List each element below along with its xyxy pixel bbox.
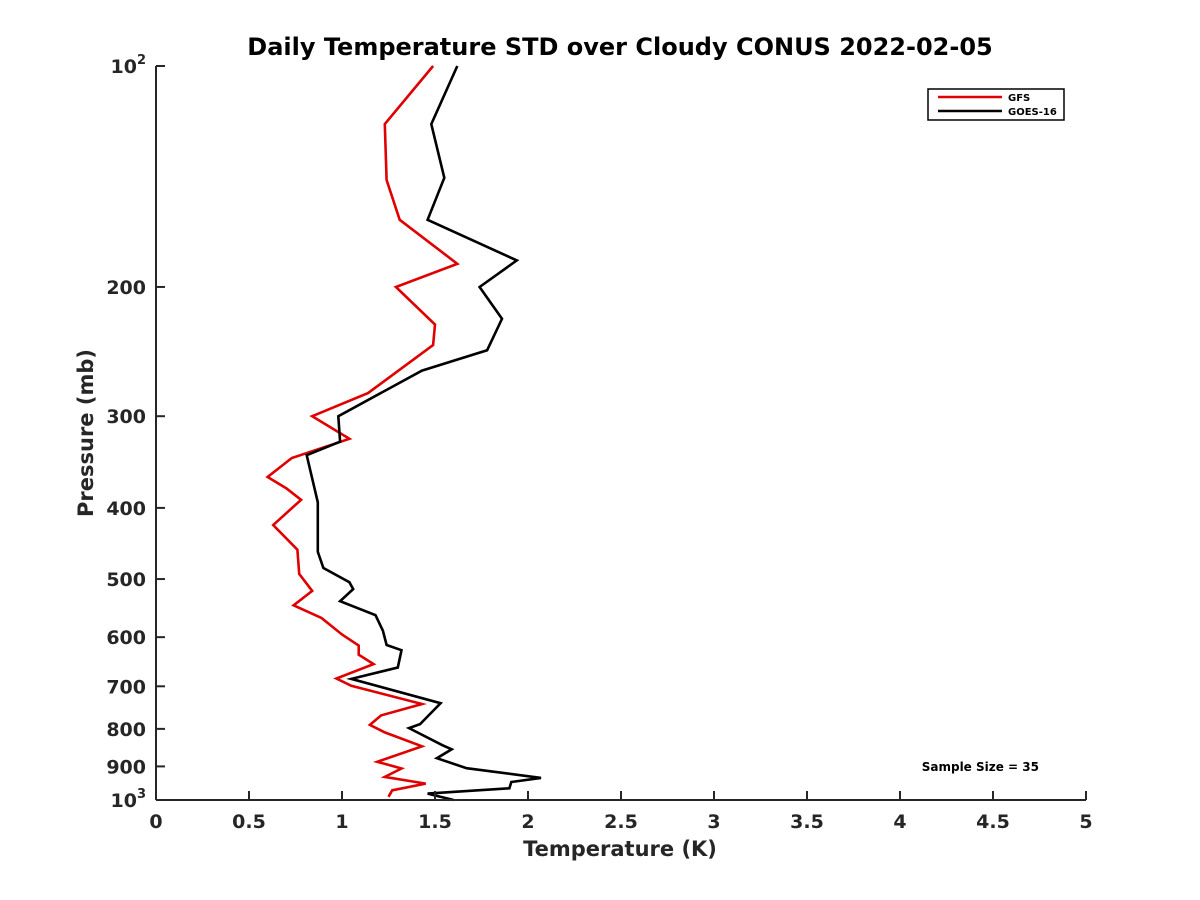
x-tick-label: 3: [707, 811, 720, 833]
x-tick-label: 1: [335, 811, 348, 833]
plot-area: 0 0.5 1 1.5 2 2.5 3 3.5 4 4.5 5 102200300400500600…: [106, 53, 1092, 833]
y-tick-label: 200: [106, 277, 146, 299]
sample-size-annotation: Sample Size = 35: [922, 760, 1039, 774]
x-tick-label: 3.5: [790, 811, 824, 833]
y-tick-label: 400: [106, 498, 146, 520]
x-tick-label: 4.5: [976, 811, 1010, 833]
chart-title: Daily Temperature STD over Cloudy CONUS …: [247, 33, 992, 61]
x-axis-label: Temperature (K): [523, 837, 717, 861]
y-tick-base: 10: [111, 790, 137, 812]
x-tick-label: 0.5: [232, 811, 266, 833]
x-tick-label: 1.5: [418, 811, 452, 833]
y-tick-label: 800: [106, 719, 146, 741]
y-tick-label: 500: [106, 569, 146, 591]
x-tick-label: 2.5: [604, 811, 638, 833]
series-line-gfs: [265, 65, 460, 798]
y-tick-exponent: 2: [137, 53, 146, 68]
x-tick-label: 4: [893, 811, 906, 833]
y-tick-label: 900: [106, 756, 146, 778]
y-tick-base: 10: [111, 56, 137, 78]
legend: GFS GOES-16: [927, 88, 1065, 121]
y-tick-label: 700: [106, 676, 146, 698]
series-line-goes16: [305, 65, 542, 802]
x-tick-label: 2: [521, 811, 534, 833]
y-axis-label: Pressure (mb): [74, 349, 98, 517]
y-tick-label: 102: [111, 53, 147, 78]
y-tick-label: 600: [106, 627, 146, 649]
y-tick-label: 103: [111, 787, 147, 812]
x-tick-label: 0: [149, 811, 162, 833]
legend-label-gfs: GFS: [1008, 93, 1030, 104]
legend-label-goes16: GOES-16: [1008, 107, 1057, 118]
x-tick-label: 5: [1079, 811, 1092, 833]
y-tick-label: 300: [106, 406, 146, 428]
x-ticks: 0 0.5 1 1.5 2 2.5 3 3.5 4 4.5 5: [149, 791, 1093, 833]
series-lines: [265, 65, 542, 802]
legend-box: [927, 88, 1065, 121]
y-tick-exponent: 3: [137, 787, 146, 802]
